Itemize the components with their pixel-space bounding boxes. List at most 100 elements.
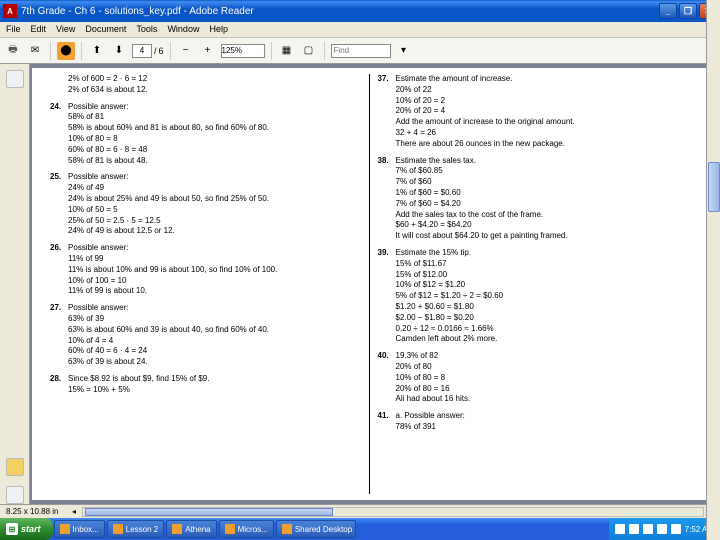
tray-icon[interactable] xyxy=(657,524,667,534)
sidebar xyxy=(0,64,30,504)
problem: 27.Possible answer:63% of 3963% is about… xyxy=(50,303,361,368)
problem-lines: Estimate the amount of increase.20% of 2… xyxy=(396,74,689,150)
problem-number: 24. xyxy=(50,102,68,113)
problem-lines: Possible answer:11% of 9911% is about 10… xyxy=(68,243,361,297)
menu-view[interactable]: View xyxy=(56,24,75,35)
problem-line: Estimate the amount of increase. xyxy=(396,74,689,85)
horizontal-scrollbar[interactable] xyxy=(82,507,704,517)
collab-icon[interactable]: ⬤ xyxy=(57,42,75,60)
problem-line: Add the sales tax to the cost of the fra… xyxy=(396,210,689,221)
problem-line: It will cost about $64.20 to get a paint… xyxy=(396,231,689,242)
pages-panel-icon[interactable] xyxy=(6,70,24,88)
menu-edit[interactable]: Edit xyxy=(31,24,47,35)
problem-line: 20% of 80 xyxy=(396,362,689,373)
problem-line: a. Possible answer: xyxy=(396,411,689,422)
mail-icon[interactable]: ✉ xyxy=(26,42,44,60)
task-items: Inbox... Lesson 2 Athena Micros...Shared De… xyxy=(53,520,357,538)
separator xyxy=(50,42,51,60)
task-icon xyxy=(113,524,123,534)
problem-line: 10% of 4 = 4 xyxy=(68,336,361,347)
minimize-button[interactable]: _ xyxy=(659,3,677,19)
zoom-in-icon[interactable]: + xyxy=(199,42,217,60)
taskbar-item[interactable]: Micros... xyxy=(219,520,274,538)
zoom-out-icon[interactable]: − xyxy=(177,42,195,60)
problem-line: There are about 26 ounces in the new pac… xyxy=(396,139,689,150)
taskbar-item[interactable]: Lesson 2 xyxy=(107,520,164,538)
problem-number: 38. xyxy=(378,156,396,167)
task-label: Inbox... xyxy=(73,525,99,534)
maximize-button[interactable]: ❐ xyxy=(679,3,697,19)
start-button[interactable]: start xyxy=(0,518,53,540)
problem-number: 25. xyxy=(50,172,68,183)
attach-panel-icon[interactable] xyxy=(6,486,24,504)
status-bar: 8.25 x 10.88 in ◂ ▸ xyxy=(0,504,720,518)
menu-window[interactable]: Window xyxy=(167,24,199,35)
problem-lines: Possible answer:24% of 4924% is about 25… xyxy=(68,172,361,237)
problem-line: Possible answer: xyxy=(68,172,361,183)
problem-line: 60% of 40 = 6 · 4 = 24 xyxy=(68,346,361,357)
menu-tools[interactable]: Tools xyxy=(136,24,157,35)
problem-line: 10% of 100 = 10 xyxy=(68,276,361,287)
problem-line: Estimate the sales tax. xyxy=(396,156,689,167)
menu-help[interactable]: Help xyxy=(209,24,228,35)
find-dropdown-icon[interactable]: ▾ xyxy=(395,42,413,60)
right-column: 37.Estimate the amount of increase.20% o… xyxy=(370,74,697,494)
tray-icon[interactable] xyxy=(671,524,681,534)
menu-file[interactable]: File xyxy=(6,24,21,35)
taskbar-item[interactable]: Inbox... xyxy=(54,520,105,538)
page-down-icon[interactable]: ⬇ xyxy=(110,42,128,60)
problem-line: 0.20 ÷ 12 ≈ 0.0166 ≈ 1.66% xyxy=(396,324,689,335)
problem-number: 40. xyxy=(378,351,396,362)
task-icon xyxy=(225,524,235,534)
problem-line: 11% of 99 xyxy=(68,254,361,265)
problem-line: 2% of 634 is about 12. xyxy=(68,85,361,96)
tray-icon[interactable] xyxy=(643,524,653,534)
pdf-page: 2% of 600 = 2 · 6 = 122% of 634 is about… xyxy=(32,68,706,500)
problem-line: Since $8.92 is about $9, find 15% of $9. xyxy=(68,374,361,385)
problem: 26.Possible answer:11% of 9911% is about… xyxy=(50,243,361,297)
window-titlebar: A 7th Grade - Ch 6 - solutions_key.pdf -… xyxy=(0,0,720,22)
problem: 39.Estimate the 15% tip.15% of $11.6715%… xyxy=(378,248,689,345)
left-column: 2% of 600 = 2 · 6 = 122% of 634 is about… xyxy=(42,74,370,494)
fit-icon[interactable]: ▦ xyxy=(278,42,296,60)
vertical-scrollbar[interactable] xyxy=(706,0,720,540)
problem-line: 11% is about 10% and 99 is about 100, so… xyxy=(68,265,361,276)
menu-document[interactable]: Document xyxy=(85,24,126,35)
page-sep: / xyxy=(154,46,157,56)
zoom-select[interactable] xyxy=(221,44,265,58)
comment-panel-icon[interactable] xyxy=(6,458,24,476)
problem-number: 39. xyxy=(378,248,396,259)
problem-line: 60% of 80 = 6 · 8 = 48 xyxy=(68,145,361,156)
find-input[interactable] xyxy=(331,44,391,58)
print-icon[interactable]: 🖶 xyxy=(4,42,22,60)
tray-icon[interactable] xyxy=(615,524,625,534)
problem-lines: Possible answer:58% of 8158% is about 60… xyxy=(68,102,361,167)
problem-line: 10% of 80 = 8 xyxy=(68,134,361,145)
problem-number: 28. xyxy=(50,374,68,385)
task-label: Athena xyxy=(185,525,210,534)
hscroll-left-icon[interactable]: ◂ xyxy=(72,507,76,516)
hscroll-thumb[interactable] xyxy=(85,508,333,516)
problem-line: 32 + 4 = 26 xyxy=(396,128,689,139)
problem-line: 58% of 81 xyxy=(68,112,361,123)
page-up-icon[interactable]: ⬆ xyxy=(88,42,106,60)
problem: 2% of 600 = 2 · 6 = 122% of 634 is about… xyxy=(50,74,361,96)
tray-icon[interactable] xyxy=(629,524,639,534)
problem-line: 2% of 600 = 2 · 6 = 12 xyxy=(68,74,361,85)
problem-line: $60 + $4.20 = $64.20 xyxy=(396,220,689,231)
page-input[interactable] xyxy=(132,44,152,58)
problem-number: 41. xyxy=(378,411,396,422)
problem-line: 58% is about 60% and 81 is about 80, so … xyxy=(68,123,361,134)
window-title: 7th Grade - Ch 6 - solutions_key.pdf - A… xyxy=(21,6,659,17)
separator xyxy=(170,42,171,60)
problem-line: 15% of $11.67 xyxy=(396,259,689,270)
problem-line: 7% of $60 = $4.20 xyxy=(396,199,689,210)
menu-bar: File Edit View Document Tools Window Hel… xyxy=(0,22,720,38)
fit2-icon[interactable]: ▢ xyxy=(300,42,318,60)
problem-line: 1% of $60 = $0.60 xyxy=(396,188,689,199)
scroll-thumb[interactable] xyxy=(708,162,720,212)
problem-number: 26. xyxy=(50,243,68,254)
taskbar-item[interactable]: Shared Desktop xyxy=(276,520,356,538)
taskbar-item[interactable]: Athena xyxy=(166,520,216,538)
task-label: Lesson 2 xyxy=(126,525,158,534)
